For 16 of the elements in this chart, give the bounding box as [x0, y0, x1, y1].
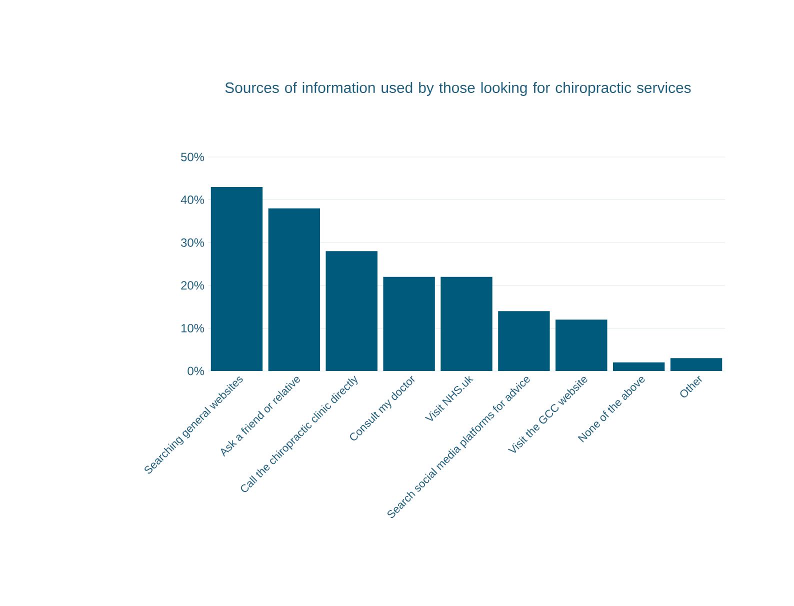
chart-title: Sources of information used by those looking for chiropractic services — [225, 82, 691, 96]
bar — [498, 311, 550, 371]
bar — [556, 320, 608, 371]
y-tick-label: 40% — [180, 196, 204, 204]
y-tick-label: 10% — [181, 324, 204, 332]
y-tick-label: 30% — [181, 238, 204, 247]
bar — [612, 362, 665, 371]
bar — [268, 208, 320, 371]
bar — [670, 358, 722, 371]
bar — [440, 276, 492, 371]
bar — [210, 186, 263, 371]
y-tick-label: 0% — [188, 366, 204, 376]
bar — [326, 251, 378, 371]
bar — [383, 276, 435, 371]
y-tick-label: 50% — [181, 152, 204, 162]
y-tick-label: 20% — [181, 281, 204, 290]
